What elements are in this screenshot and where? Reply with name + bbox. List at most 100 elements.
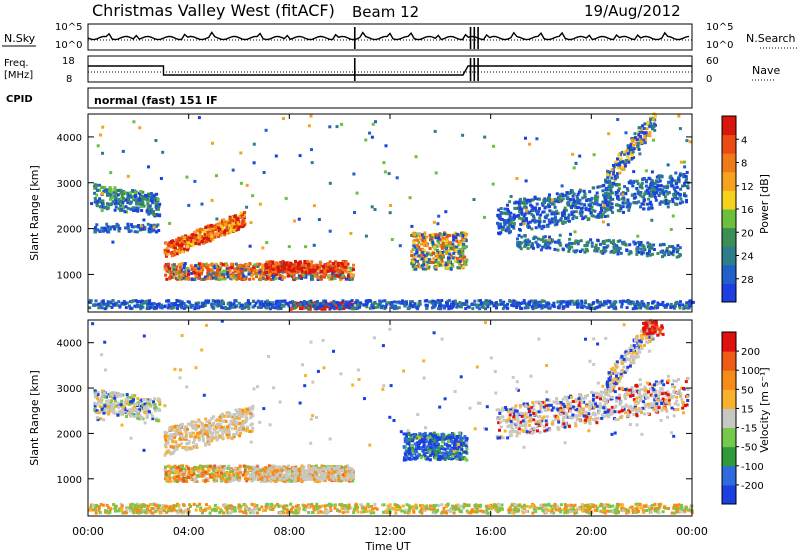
heatmap-cell (511, 217, 514, 221)
heatmap-cell (255, 272, 259, 276)
heatmap-cell (502, 220, 506, 224)
heatmap-cell (637, 240, 641, 244)
heatmap-cell (365, 299, 369, 303)
heatmap-cell (333, 277, 337, 281)
heatmap-cell (315, 307, 319, 311)
heatmap-cell (639, 194, 643, 198)
heatmap-cell (128, 191, 132, 195)
heatmap-cell (151, 417, 155, 421)
heatmap-cell (518, 245, 522, 249)
heatmap-cell (95, 396, 99, 400)
heatmap-cell (516, 243, 520, 247)
heatmap-cell (145, 416, 149, 420)
heatmap-cell (215, 301, 219, 305)
heatmap-cell (397, 306, 401, 310)
heatmap-cell (221, 300, 225, 304)
heatmap-cell (632, 179, 636, 183)
heatmap-cell (255, 269, 259, 273)
heatmap-cell (645, 180, 648, 184)
heatmap-cell (168, 276, 172, 280)
heatmap-cell (218, 274, 222, 278)
heatmap-cell (614, 177, 617, 181)
heatmap-cell (579, 207, 583, 211)
heatmap-cell (438, 263, 442, 267)
heatmap-cell (400, 301, 404, 305)
heatmap-cell (440, 299, 444, 302)
heatmap-cell (626, 204, 630, 208)
heatmap-cell (616, 118, 620, 121)
heatmap-cell (237, 223, 241, 227)
heatmap-cell (131, 189, 134, 193)
heatmap-cell (138, 228, 142, 232)
heatmap-cell (136, 416, 140, 420)
heatmap-cell (187, 269, 191, 273)
heatmap-cell (492, 144, 496, 148)
heatmap-cell (441, 253, 445, 257)
heatmap-cell (331, 267, 335, 271)
heatmap-cell (328, 229, 332, 233)
heatmap-cell (642, 247, 646, 251)
heatmap-cell (473, 299, 477, 303)
heatmap-cell (523, 234, 527, 238)
heatmap-cell (663, 253, 667, 257)
heatmap-cell (318, 260, 322, 264)
heatmap-cell (134, 408, 138, 412)
heatmap-cell (239, 211, 243, 215)
heatmap-cell (434, 260, 438, 263)
heatmap-cell (161, 150, 165, 154)
heatmap-cell (637, 130, 641, 134)
heatmap-cell (637, 250, 641, 254)
heatmap-cell (644, 137, 648, 141)
heatmap-cell (208, 238, 212, 242)
heatmap-cell (173, 425, 176, 429)
heatmap-cell (622, 240, 626, 244)
heatmap-cell (225, 227, 229, 231)
heatmap-cell (574, 161, 578, 165)
heatmap-cell (272, 274, 276, 278)
heatmap-cell (602, 246, 606, 250)
heatmap-cell (535, 202, 539, 206)
heatmap-cell (321, 301, 325, 305)
heatmap-cell (174, 246, 177, 250)
heatmap-cell (434, 265, 438, 269)
heatmap-cell (265, 260, 269, 264)
heatmap-cell (428, 247, 432, 250)
heatmap-cell (166, 441, 170, 445)
heatmap-cell (448, 252, 452, 256)
heatmap-cell (423, 238, 427, 241)
heatmap-cell (604, 249, 608, 253)
heatmap-cell (129, 396, 133, 400)
heatmap-cell (112, 403, 116, 407)
heatmap-cell (230, 422, 234, 426)
heatmap-cell (678, 300, 682, 304)
heatmap-cell (484, 307, 487, 311)
heatmap-cell (478, 307, 482, 311)
heatmap-cell (124, 306, 128, 310)
heatmap-cell (114, 205, 118, 209)
heatmap-cell (410, 300, 414, 304)
heatmap-cell (121, 192, 125, 196)
heatmap-cell (528, 220, 532, 224)
heatmap-cell (617, 197, 621, 201)
heatmap-cell (149, 404, 153, 408)
heatmap-cell (344, 265, 348, 269)
heatmap-cell (436, 222, 440, 226)
heatmap-cell (635, 303, 638, 306)
heatmap-cell (177, 243, 181, 247)
heatmap-cell (444, 263, 448, 267)
heatmap-cell (589, 211, 593, 214)
heatmap-cell (124, 205, 128, 209)
heatmap-cell (445, 234, 449, 238)
heatmap-cell (222, 269, 226, 273)
heatmap-cell (520, 307, 524, 310)
heatmap-cell (412, 260, 416, 264)
heatmap-cell (284, 196, 288, 200)
heatmap-cell (151, 414, 154, 418)
heatmap-cell (188, 423, 192, 426)
heatmap-cell (209, 237, 213, 241)
heatmap-cell (536, 242, 539, 246)
heatmap-cell (101, 205, 104, 209)
freq-tick-8: 8 (66, 74, 72, 85)
heatmap-cell (116, 401, 120, 405)
heatmap-cell (639, 241, 643, 244)
